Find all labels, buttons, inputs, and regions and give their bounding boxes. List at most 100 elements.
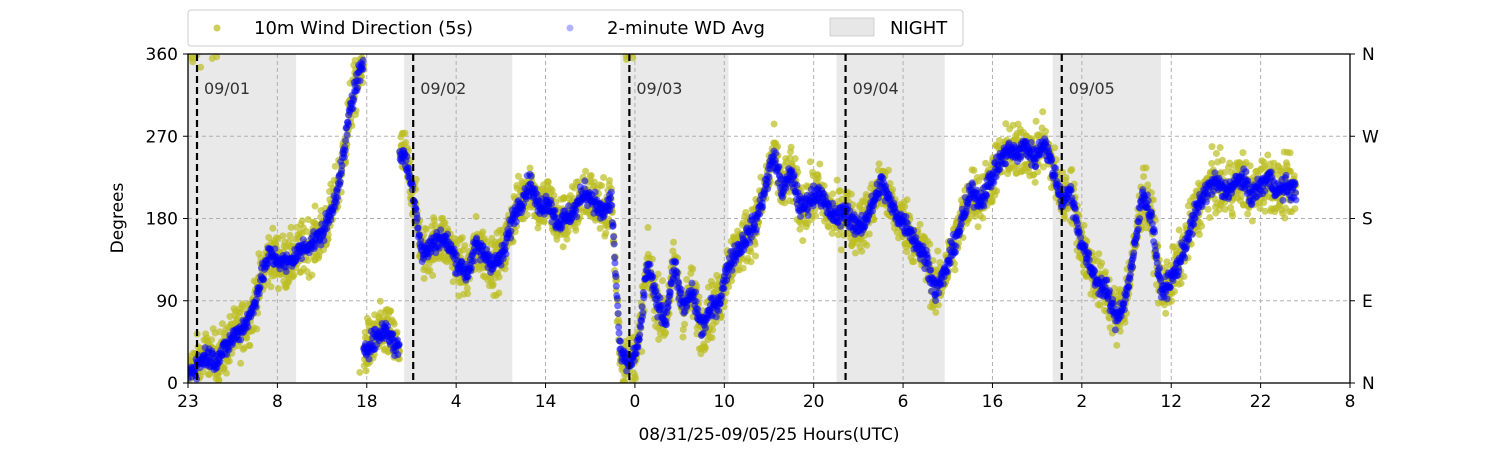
wind-direction-point <box>402 138 410 146</box>
wd-avg-point <box>341 146 349 154</box>
wind-direction-point <box>742 208 750 216</box>
wind-direction-point <box>286 231 294 239</box>
wind-direction-point <box>464 290 472 298</box>
wind-direction-point <box>1246 162 1254 170</box>
wd-avg-point <box>551 206 559 214</box>
wd-avg-point <box>359 56 367 64</box>
wind-direction-point <box>648 255 656 263</box>
wd-avg-point <box>409 182 417 190</box>
wd-avg-point <box>338 167 346 175</box>
wind-direction-point <box>865 230 873 238</box>
wd-avg-point <box>632 350 640 358</box>
wind-direction-point <box>197 63 205 71</box>
wd-avg-point <box>394 351 402 359</box>
wind-direction-point <box>1221 169 1229 177</box>
wind-direction-point <box>540 218 548 226</box>
wind-direction-point <box>836 187 844 195</box>
wind-direction-point <box>655 335 663 343</box>
wind-direction-point <box>1121 318 1129 326</box>
wind-direction-point <box>786 154 794 162</box>
wd-avg-point <box>720 284 728 292</box>
wind-direction-point <box>253 325 261 333</box>
wd-avg-point <box>614 302 622 310</box>
wind-direction-point <box>267 283 275 291</box>
wd-avg-point <box>610 233 618 241</box>
wd-avg-point <box>340 153 348 161</box>
wind-direction-point <box>279 232 287 240</box>
wind-direction-point <box>208 336 216 344</box>
wd-avg-point <box>651 282 659 290</box>
wd-avg-point <box>437 226 445 234</box>
wd-avg-point <box>350 96 358 104</box>
wd-avg-point <box>527 172 535 180</box>
wd-avg-point <box>581 177 589 185</box>
wind-direction-point <box>351 56 359 64</box>
wd-avg-point <box>804 211 812 219</box>
wd-avg-point <box>395 340 403 348</box>
series-wd-avg-2min <box>188 56 1300 383</box>
wd-avg-point <box>804 206 812 214</box>
wind-direction-point <box>1113 341 1121 349</box>
wind-direction-point <box>1101 268 1109 276</box>
wind-direction-point <box>1042 127 1050 135</box>
wind-direction-point <box>1237 193 1245 201</box>
wind-direction-point <box>751 240 759 248</box>
wd-avg-point <box>443 230 451 238</box>
wd-avg-point <box>334 193 342 201</box>
wind-direction-point <box>851 249 859 257</box>
wind-direction-point <box>598 182 606 190</box>
wind-direction-point <box>265 233 273 241</box>
wind-direction-point <box>290 271 298 279</box>
wind-direction-point <box>1261 207 1269 215</box>
wind-direction-point <box>816 160 824 168</box>
wind-direction-point <box>806 158 814 166</box>
wind-direction-point <box>489 281 497 289</box>
wind-direction-point <box>387 307 395 315</box>
wind-direction-point <box>837 246 845 254</box>
wind-direction-point <box>679 333 687 341</box>
wind-direction-point <box>875 160 883 168</box>
wd-avg-point <box>519 205 527 213</box>
wind-direction-point <box>1212 149 1220 157</box>
wd-avg-point <box>406 172 414 180</box>
wind-direction-point <box>812 212 820 220</box>
wind-direction-point <box>420 274 428 282</box>
wd-avg-point <box>672 258 680 266</box>
wind-direction-point <box>1095 250 1103 258</box>
wd-avg-point <box>336 178 344 186</box>
wind-direction-point <box>548 186 556 194</box>
wd-avg-point <box>771 156 779 164</box>
wd-avg-point <box>646 260 654 268</box>
wind-direction-point <box>1098 259 1106 267</box>
wd-avg-point <box>249 309 257 317</box>
wd-avg-point <box>715 307 723 315</box>
wd-avg-point <box>533 190 541 198</box>
wd-avg-point <box>615 323 623 331</box>
wind-direction-point <box>1281 214 1289 222</box>
wd-avg-point <box>608 202 616 210</box>
wd-avg-point <box>677 286 685 294</box>
wd-avg-point <box>320 237 328 245</box>
wind-direction-point <box>1051 144 1059 152</box>
wind-direction-point <box>709 326 717 334</box>
wd-avg-point <box>759 203 767 211</box>
wd-avg-point <box>403 152 411 160</box>
wind-direction-point <box>833 176 841 184</box>
wd-avg-point <box>673 269 681 277</box>
wind-direction-point <box>825 223 833 231</box>
wind-direction-point <box>426 266 434 274</box>
wd-avg-point <box>502 250 510 258</box>
wd-avg-point <box>634 343 642 351</box>
wd-avg-point <box>666 289 674 297</box>
wind-direction-point <box>1204 205 1212 213</box>
wd-avg-point <box>636 331 644 339</box>
wind-direction-point <box>751 252 759 260</box>
wd-avg-point <box>609 222 617 230</box>
wind-direction-point <box>606 177 614 185</box>
wind-direction-point <box>215 376 223 383</box>
wind-direction-point <box>1216 144 1224 152</box>
wind-direction-point <box>1264 151 1272 159</box>
wind-direction-point <box>376 297 384 305</box>
wind-direction-point <box>662 329 670 337</box>
wd-avg-point <box>452 251 460 259</box>
